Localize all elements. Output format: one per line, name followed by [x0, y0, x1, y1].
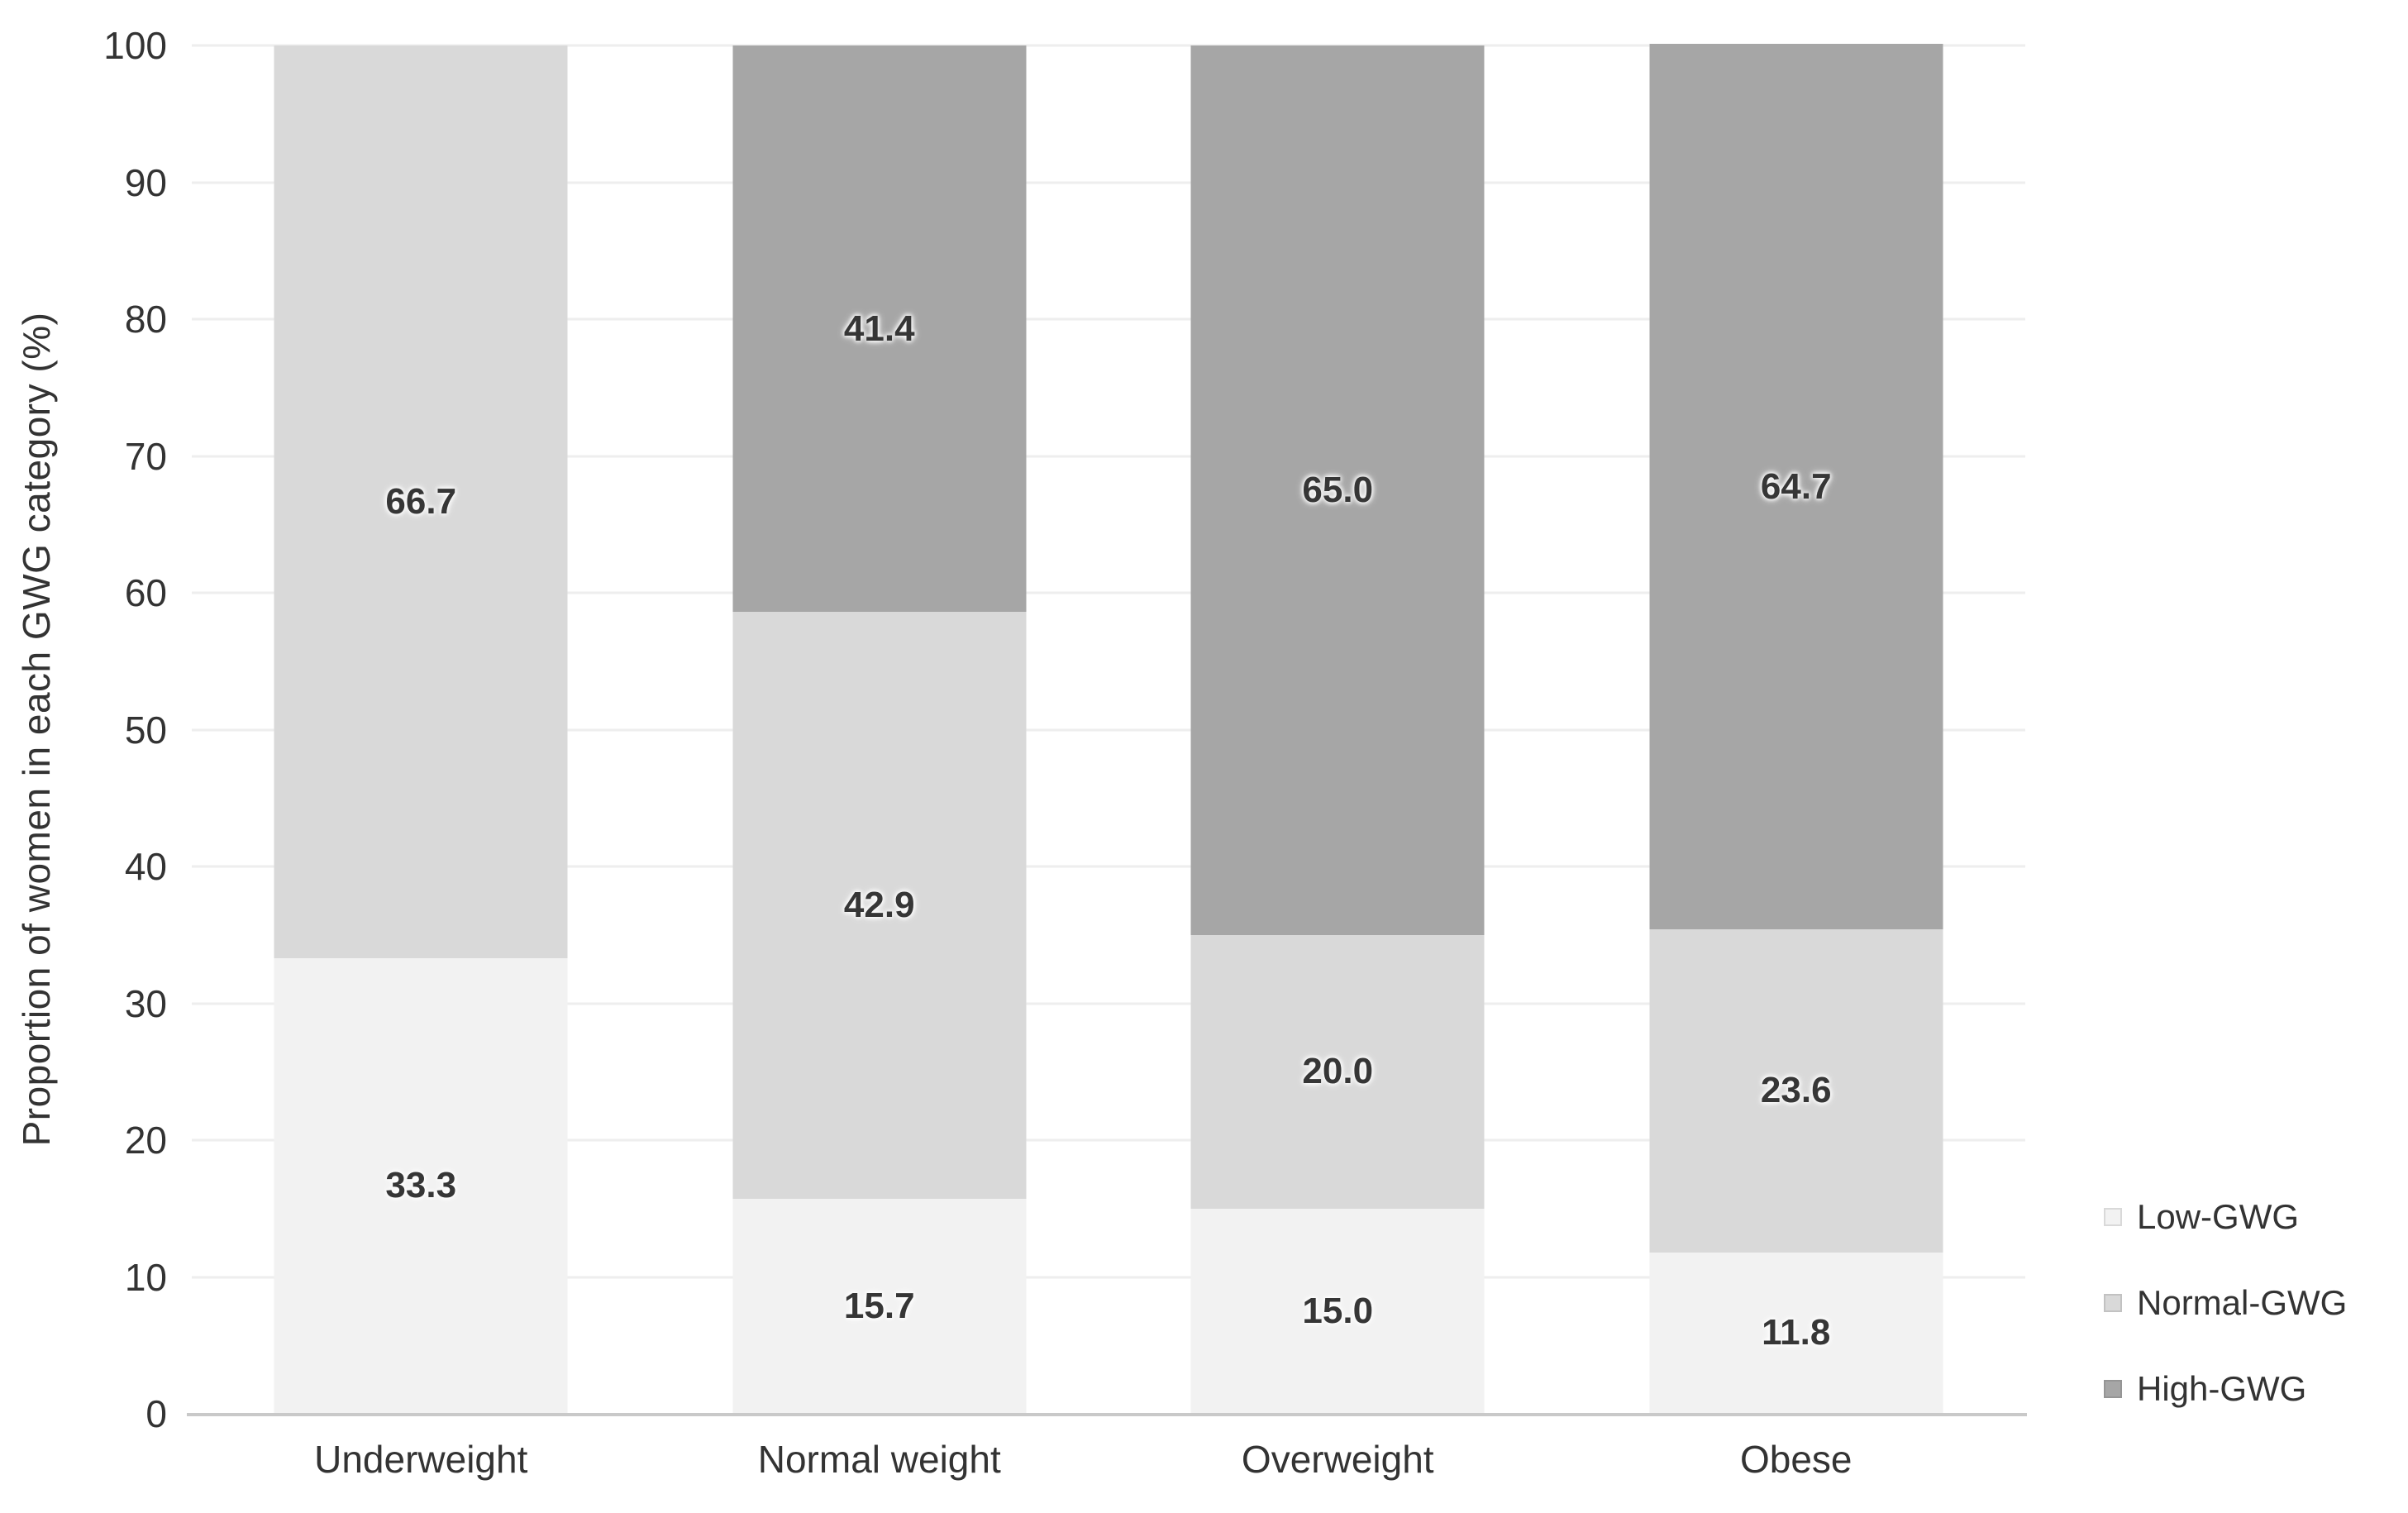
- legend-item-low-gwg: Low-GWG: [2104, 1197, 2347, 1237]
- y-tick-label-30: 30: [124, 981, 167, 1025]
- gridline-30: [192, 1002, 2025, 1005]
- legend-item-high-gwg: High-GWG: [2104, 1369, 2347, 1409]
- value-label-normal-gwg-obese: 23.6: [1760, 1070, 1832, 1111]
- gridline-20: [192, 1138, 2025, 1142]
- gridline-80: [192, 317, 2025, 321]
- value-label-high-gwg-overweight: 65.0: [1302, 469, 1374, 510]
- bar-underweight: 33.3 66.7: [274, 45, 568, 1414]
- value-label-low-gwg-obese: 11.8: [1762, 1312, 1831, 1353]
- legend: Low-GWG Normal-GWG High-GWG: [2104, 1197, 2347, 1409]
- segment-low-gwg-overweight: 15.0: [1190, 1208, 1485, 1414]
- y-tick-label-90: 90: [124, 160, 167, 204]
- bar-slot-overweight: 15.0 20.0 65.0: [1109, 45, 1567, 1414]
- bar-slot-underweight: 33.3 66.7: [192, 45, 651, 1414]
- bar-overweight: 15.0 20.0 65.0: [1190, 45, 1485, 1414]
- y-tick-label-100: 100: [103, 24, 167, 67]
- x-axis-label-overweight: Overweight: [1241, 1438, 1434, 1481]
- segment-low-gwg-obese: 11.8: [1649, 1252, 1943, 1414]
- value-label-low-gwg-underweight: 33.3: [385, 1165, 457, 1206]
- y-tick-label-0: 0: [145, 1392, 167, 1435]
- legend-swatch-high-gwg: [2104, 1380, 2122, 1398]
- segment-high-gwg-overweight: 65.0: [1190, 45, 1485, 935]
- value-label-low-gwg-normal-weight: 15.7: [843, 1286, 915, 1327]
- plot-area: 33.3 66.7 15.7 42.9 41.4 15.0 20.0 65.0 11.8 23.6…: [192, 44, 2026, 1414]
- y-tick-label-70: 70: [124, 434, 167, 478]
- segment-normal-gwg-obese: 23.6: [1649, 929, 1943, 1253]
- bar-slot-obese: 11.8 23.6 64.7: [1567, 44, 2026, 1414]
- segment-normal-gwg-overweight: 20.0: [1190, 934, 1485, 1209]
- bar-slot-normal-weight: 15.7 42.9 41.4: [651, 45, 1109, 1414]
- legend-swatch-normal-gwg: [2104, 1294, 2122, 1312]
- x-axis-label-normal-weight: Normal weight: [757, 1438, 1001, 1481]
- y-tick-label-80: 80: [124, 298, 167, 341]
- value-label-high-gwg-obese: 64.7: [1760, 465, 1832, 507]
- value-label-high-gwg-normal-weight: 41.4: [843, 308, 915, 349]
- gridline-10: [192, 1276, 2025, 1278]
- gridline-100: [192, 44, 2025, 47]
- y-tick-label-50: 50: [124, 708, 167, 752]
- legend-label-normal-gwg: Normal-GWG: [2137, 1283, 2348, 1322]
- bar-normal-weight: 15.7 42.9 41.4: [732, 45, 1027, 1414]
- legend-swatch-low-gwg: [2104, 1208, 2122, 1226]
- legend-item-normal-gwg: Normal-GWG: [2104, 1283, 2347, 1323]
- x-axis: Underweight Normal weight Overweight Obese: [192, 1437, 2025, 1495]
- value-label-normal-gwg-normal-weight: 42.9: [843, 885, 915, 926]
- y-axis: 0 10 20 30 40 50 60 70 80 90 100: [0, 26, 175, 1433]
- bar-obese: 11.8 23.6 64.7: [1649, 44, 1943, 1414]
- x-axis-line: [187, 1413, 2027, 1416]
- y-tick-label-10: 10: [124, 1255, 167, 1299]
- segment-high-gwg-obese: 64.7: [1649, 44, 1943, 930]
- legend-label-low-gwg: Low-GWG: [2137, 1197, 2300, 1236]
- gridline-50: [192, 728, 2025, 731]
- x-axis-label-underweight: Underweight: [314, 1438, 528, 1481]
- gridline-90: [192, 181, 2025, 184]
- value-label-normal-gwg-underweight: 66.7: [385, 480, 457, 522]
- y-tick-label-20: 20: [124, 1119, 167, 1162]
- segment-normal-gwg-underweight: 66.7: [274, 45, 568, 958]
- y-tick-label-40: 40: [124, 845, 167, 888]
- gridline-60: [192, 591, 2025, 594]
- gridline-70: [192, 455, 2025, 457]
- segment-high-gwg-normal-weight: 41.4: [732, 45, 1027, 613]
- segment-low-gwg-normal-weight: 15.7: [732, 1199, 1027, 1414]
- gridline-40: [192, 865, 2025, 868]
- value-label-low-gwg-overweight: 15.0: [1302, 1290, 1374, 1331]
- segment-normal-gwg-normal-weight: 42.9: [732, 612, 1027, 1200]
- legend-label-high-gwg: High-GWG: [2137, 1369, 2307, 1408]
- x-axis-label-obese: Obese: [1739, 1438, 1852, 1481]
- segment-low-gwg-underweight: 33.3: [274, 957, 568, 1414]
- value-label-normal-gwg-overweight: 20.0: [1302, 1051, 1374, 1092]
- y-tick-label-60: 60: [124, 571, 167, 614]
